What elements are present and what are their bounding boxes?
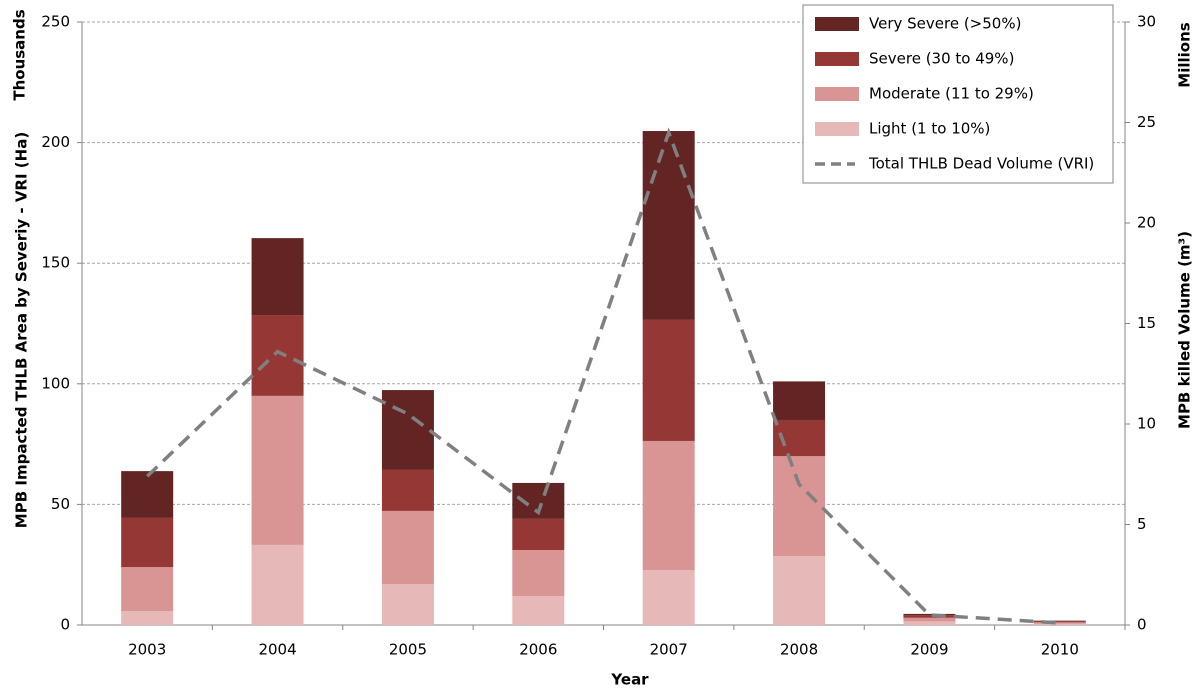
y2-tick-label: 10 (1137, 415, 1156, 433)
legend-label: Very Severe (>50%) (869, 15, 1021, 33)
y2-tick-label: 0 (1137, 616, 1147, 634)
legend-swatch (815, 52, 859, 66)
legend-label: Moderate (11 to 29%) (869, 85, 1034, 103)
bar-segment (1033, 622, 1086, 624)
bar-segment (251, 238, 304, 316)
bar-segment (251, 544, 304, 625)
y-axis-unit: Thousands (11, 9, 29, 100)
x-tick-label: 2008 (780, 641, 818, 659)
line (145, 127, 1060, 625)
bar-segment (512, 518, 565, 550)
x-tick-label: 2003 (128, 641, 166, 659)
bar-segment (251, 315, 304, 396)
bar-segment (903, 615, 956, 618)
bar-segment (121, 471, 174, 518)
bar-segment (773, 556, 826, 625)
bar-segment (1033, 620, 1086, 622)
y-axis-label: MPB Impacted THLB Area by Severiy - VRI … (13, 132, 31, 528)
y-tick-label: 100 (41, 374, 70, 392)
y2-axis-label: MPB killed Volume (m³) (1176, 231, 1194, 429)
y2-tick-label: 30 (1137, 13, 1156, 31)
y-tick-label: 200 (41, 133, 70, 151)
bar-segment (381, 390, 434, 470)
x-axis-label: Year (610, 671, 649, 689)
legend-swatch (815, 122, 859, 136)
legend-label: Severe (30 to 49%) (869, 50, 1014, 68)
y2-tick-label: 15 (1137, 314, 1156, 332)
legend-swatch (815, 87, 859, 101)
bar-segment (773, 456, 826, 557)
y2-tick-label: 20 (1137, 214, 1156, 232)
legend-swatch (815, 17, 859, 31)
bar-segment (512, 596, 565, 625)
bar-segment (642, 319, 695, 441)
y2-tick-label: 25 (1137, 113, 1156, 131)
bar-segment (121, 611, 174, 625)
legend-label: Total THLB Dead Volume (VRI) (868, 155, 1094, 173)
x-tick-label: 2007 (650, 641, 688, 659)
bar-segment (773, 381, 826, 420)
x-tick-label: 2009 (910, 641, 948, 659)
bar-segment (381, 583, 434, 625)
bar-segment (512, 549, 565, 597)
bar-segment (1033, 623, 1086, 625)
bar-segment (381, 510, 434, 584)
y-tick-label: 50 (51, 495, 70, 513)
y2-axis-unit: Millions (1176, 22, 1194, 87)
bar-segment (381, 469, 434, 511)
bar-segment (121, 567, 174, 612)
x-tick-label: 2005 (389, 641, 427, 659)
bar-segment (1033, 621, 1086, 623)
x-tick-label: 2004 (258, 641, 296, 659)
y-tick-label: 150 (41, 254, 70, 272)
bar-segment (642, 570, 695, 625)
bar-segment (903, 617, 956, 622)
y-tick-label: 0 (60, 616, 70, 634)
bar-segment (903, 613, 956, 616)
legend-label: Light (1 to 10%) (869, 120, 990, 138)
bar-segment (121, 517, 174, 568)
bar-segment (642, 131, 695, 320)
y2-tick-label: 5 (1137, 515, 1147, 533)
x-tick-label: 2006 (519, 641, 557, 659)
x-tick-label: 2010 (1041, 641, 1079, 659)
bar-segment (642, 440, 695, 571)
bar-segment (903, 621, 956, 625)
y-tick-label: 250 (41, 13, 70, 31)
bar-segment (251, 395, 304, 545)
